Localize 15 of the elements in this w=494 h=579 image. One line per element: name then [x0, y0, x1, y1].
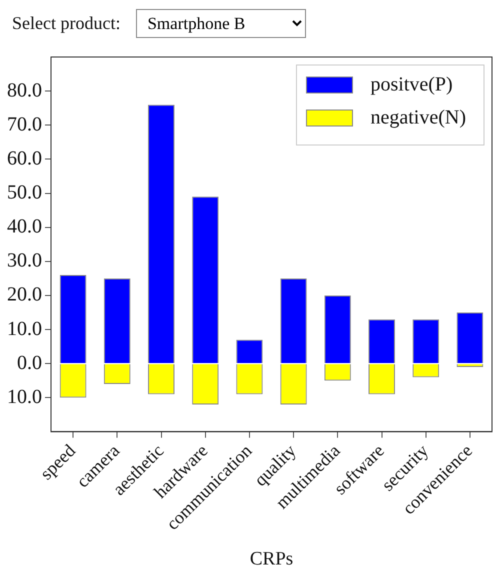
legend-label: positve(P) — [370, 73, 453, 96]
y-tick-label: 40.0 — [7, 216, 42, 238]
y-tick-label: 10.0 — [7, 386, 42, 408]
y-tick-label: 80.0 — [7, 79, 42, 102]
y-tick-label: 60.0 — [7, 147, 42, 170]
y-tick-label: 70.0 — [7, 113, 42, 136]
y-tick-label: 0.0 — [17, 352, 42, 374]
y-tick-label: 30.0 — [7, 250, 42, 272]
y-tick-label: 50.0 — [7, 182, 42, 204]
product-dropdown: Smartphone B — [136, 8, 306, 38]
text: Select product: — [12, 12, 120, 34]
x-axis-title: CRPs — [250, 548, 294, 570]
y-tick-label: 20.0 — [7, 284, 42, 306]
legend-label: negative(N) — [370, 106, 466, 128]
y-tick-label: 10.0 — [7, 318, 42, 340]
